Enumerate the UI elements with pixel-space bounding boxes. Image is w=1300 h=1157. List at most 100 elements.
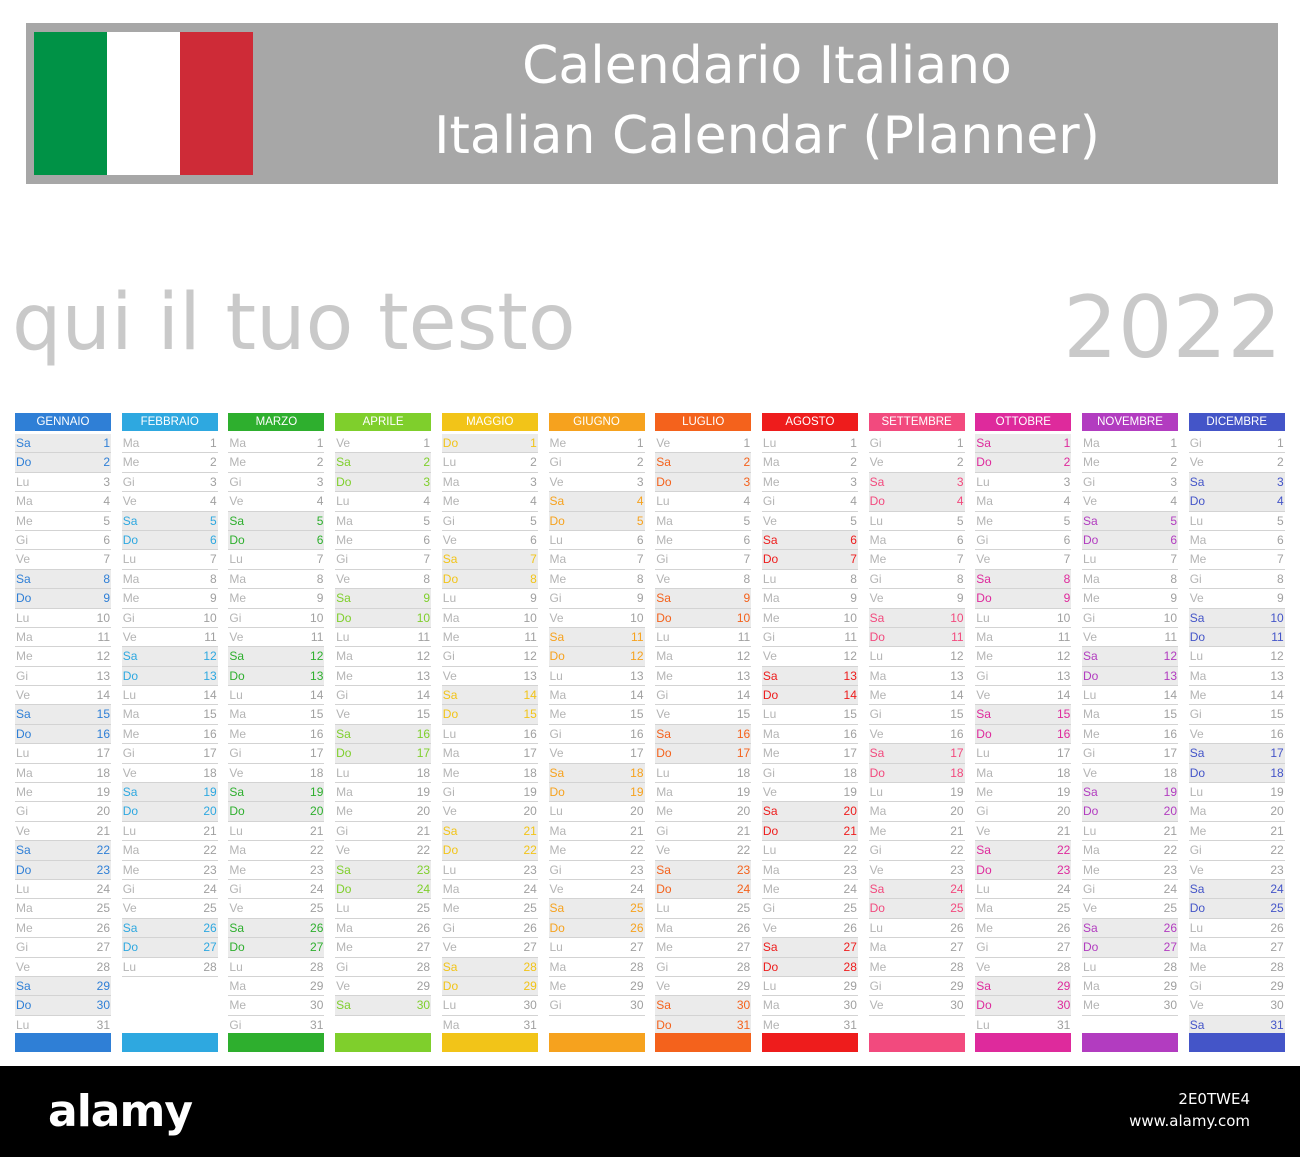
- day-number: 8: [1170, 571, 1177, 586]
- weekday-name: Ve: [336, 571, 351, 586]
- weekday-name: Sa: [336, 455, 351, 470]
- weekday-name: Ma: [869, 668, 887, 683]
- month-header: GENNAIO: [15, 413, 111, 431]
- weekday-name: Ve: [122, 901, 137, 916]
- day-row: Gi 6: [15, 531, 111, 551]
- day-row: Gi 14: [655, 686, 752, 706]
- day-number: 7: [1063, 552, 1071, 567]
- weekday-name: Gi: [976, 940, 989, 955]
- day-row: Gi 17: [121, 744, 218, 764]
- day-row: Lu 3: [15, 473, 111, 493]
- day-number: 8: [210, 571, 217, 586]
- weekday-name: Ma: [656, 649, 673, 664]
- month-column-dicembre: DICEMBRE Gi 1 Ve 2 Sa 3 Do 4 Lu 5 Ma 6 Me 7 Gi 8 Ve 9 Sa 10 D…: [1188, 413, 1285, 1052]
- day-row: Ma 22: [228, 841, 325, 861]
- day-row: Do 6: [121, 530, 218, 551]
- weekday-name: Lu: [122, 959, 137, 974]
- weekday-name: Me: [762, 746, 780, 761]
- day-number: 9: [956, 591, 964, 606]
- weekday-name: Do: [442, 978, 459, 993]
- day-row: Ma 20: [1188, 802, 1285, 822]
- weekday-name: Sa: [976, 436, 991, 450]
- day-row: Ve 7: [15, 550, 111, 570]
- weekday-name: Ma: [1083, 843, 1100, 858]
- day-number: 13: [96, 668, 110, 683]
- day-number: 5: [743, 513, 751, 528]
- day-row: Gi 1: [1188, 434, 1285, 454]
- day-number: 30: [1163, 998, 1177, 1013]
- day-number: 4: [1277, 494, 1284, 509]
- day-number: 14: [1270, 688, 1284, 703]
- weekday-name: Do: [336, 610, 352, 625]
- weekday-name: Ma: [976, 765, 993, 780]
- day-number: 22: [416, 843, 431, 858]
- day-number: 24: [1270, 881, 1284, 896]
- day-number: 12: [96, 649, 110, 664]
- day-list: Gi 1 Ve 2 Sa 3 Do 4 Lu 5 Ma 6 Me 7 Gi 8 Ve 9 Sa 10 Do 11 Lu 12 M…: [868, 434, 965, 1016]
- day-number: 23: [630, 862, 644, 877]
- weekday-name: Lu: [442, 998, 457, 1013]
- weekday-name: Gi: [549, 726, 562, 741]
- day-row: Ma 8: [1082, 570, 1178, 590]
- month-column-gennaio: GENNAIO Sa 1 Do 2 Lu 3 Ma 4 Me 5 Gi 6 Ve 7 Sa 8 Do 9 Lu 10 Ma…: [15, 413, 111, 1052]
- weekday-name: Lu: [549, 532, 563, 547]
- weekday-name: Gi: [869, 571, 882, 586]
- weekday-name: Me: [549, 843, 567, 858]
- weekday-name: Ma: [549, 959, 567, 974]
- day-number: 14: [843, 688, 857, 703]
- weekday-name: Sa: [16, 436, 31, 450]
- weekday-name: Do: [549, 785, 565, 800]
- day-row: Gi 21: [655, 822, 752, 842]
- day-list: Gi 1 Ve 2 Sa 3 Do 4 Lu 5 Ma 6 Me 7 Gi 8 Ve 9 Sa 10 Do 11 Lu 12 M…: [1188, 434, 1285, 1036]
- day-row: Gi 9: [548, 589, 645, 609]
- day-row: Ma 30: [761, 996, 858, 1016]
- weekday-name: Ma: [229, 843, 247, 858]
- month-header: OTTOBRE: [975, 413, 1072, 431]
- day-row: Gi 7: [655, 550, 752, 570]
- weekday-name: Ve: [656, 843, 671, 858]
- day-number: 17: [843, 746, 857, 761]
- day-row: Lu 5: [868, 512, 965, 531]
- day-row: Do 11: [1188, 627, 1285, 648]
- weekday-name: Me: [336, 940, 353, 955]
- weekday-name: Ve: [976, 823, 991, 838]
- weekday-name: Ve: [336, 436, 351, 450]
- day-row: Ma 12: [655, 647, 752, 667]
- day-number: 29: [96, 978, 110, 993]
- day-number: 21: [310, 823, 324, 838]
- weekday-name: Sa: [762, 940, 778, 955]
- day-number: 15: [203, 707, 217, 722]
- day-row: Lu 20: [548, 802, 645, 822]
- day-row: Me 20: [335, 802, 432, 822]
- day-number: 1: [316, 436, 324, 450]
- day-row: Sa 8: [975, 569, 1072, 590]
- day-row: Gi 3: [1082, 473, 1178, 493]
- day-row: Sa 14: [441, 686, 538, 706]
- weekday-name: Gi: [976, 668, 989, 683]
- day-row: Ve 5: [761, 512, 858, 531]
- day-row: Ve 2: [1188, 453, 1285, 473]
- day-number: 12: [736, 649, 751, 664]
- day-number: 27: [736, 940, 751, 955]
- day-row: Me 23: [121, 861, 218, 880]
- day-row: Me 14: [868, 686, 965, 706]
- weekday-name: Do: [976, 726, 992, 741]
- day-row: Me 29: [548, 977, 645, 997]
- day-row: Gi 28: [655, 958, 752, 977]
- weekday-name: Ve: [869, 862, 884, 877]
- weekday-name: Me: [229, 591, 247, 606]
- day-row: Ma 11: [15, 628, 111, 648]
- weekday-name: Do: [762, 823, 779, 838]
- day-row: Me 21: [868, 822, 965, 842]
- day-number: 27: [1163, 940, 1177, 955]
- day-number: 21: [96, 823, 110, 838]
- weekday-name: Ma: [1189, 804, 1207, 819]
- day-row: Me 26: [15, 919, 111, 939]
- weekday-name: Me: [336, 804, 353, 819]
- weekday-name: Gi: [122, 881, 135, 896]
- day-number: 27: [96, 940, 110, 955]
- weekday-name: Ma: [1083, 436, 1100, 450]
- day-number: 17: [96, 746, 110, 761]
- weekday-name: Lu: [656, 629, 670, 644]
- day-row: Me 5: [15, 512, 111, 531]
